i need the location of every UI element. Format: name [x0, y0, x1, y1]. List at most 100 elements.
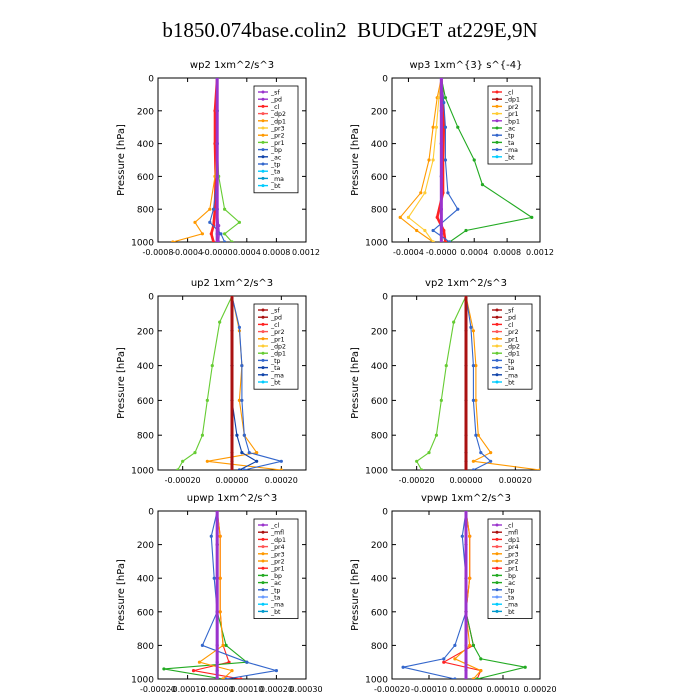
y-tick-label: 800	[137, 206, 154, 216]
legend-marker	[261, 588, 265, 592]
y-tick-label: 200	[371, 107, 388, 117]
legend-marker	[261, 366, 265, 370]
legend-marker	[495, 90, 499, 94]
legend-marker	[261, 90, 265, 94]
legend-marker	[495, 530, 499, 534]
legend-marker	[261, 119, 265, 123]
series-point	[239, 677, 243, 679]
legend-entry: _cl	[270, 104, 279, 111]
legend-entry: _pr2	[270, 559, 285, 566]
y-tick-label: 200	[137, 107, 154, 117]
legend-marker	[261, 552, 265, 556]
legend-entry: _ta	[504, 595, 515, 602]
legend-marker	[261, 169, 265, 173]
legend-marker	[495, 330, 499, 334]
series-point	[237, 220, 241, 224]
legend-marker	[261, 581, 265, 585]
y-tick-label: 1000	[365, 239, 388, 249]
series-point	[255, 451, 259, 455]
series-point	[427, 451, 431, 455]
series-point	[223, 232, 227, 236]
series-point	[227, 660, 231, 664]
legend-marker	[261, 380, 265, 384]
series-point	[218, 576, 222, 580]
y-axis-label: Pressure [hPa]	[116, 347, 127, 419]
legend-marker	[495, 523, 499, 527]
series-point	[223, 207, 227, 211]
legend-marker	[495, 119, 499, 123]
series-point	[191, 669, 196, 673]
legend-entry: _pr1	[270, 566, 285, 573]
legend-entry: _dp1	[270, 351, 286, 358]
series-point	[176, 468, 180, 470]
series-point	[471, 643, 475, 648]
series-point	[223, 240, 227, 242]
legend-entry: _pr4	[270, 544, 285, 551]
series-point	[479, 451, 483, 455]
series-point	[444, 364, 448, 368]
legend-entry: _dp2	[270, 111, 286, 118]
x-tick-label: 0.0008	[262, 248, 290, 257]
legend-entry: _mfl	[504, 530, 518, 537]
series-point	[240, 398, 244, 402]
chart-title: wp3 1xm^{3} s^{-4}	[409, 60, 522, 71]
series-point	[452, 320, 456, 324]
y-tick-label: 1000	[131, 239, 154, 249]
legend-entry: _cl	[504, 90, 513, 97]
legend-entry: _pd	[270, 97, 282, 104]
y-tick-label: 600	[137, 608, 154, 618]
legend-entry: _ma	[270, 602, 284, 609]
legend-entry: _pr2	[504, 329, 519, 336]
series-point	[247, 451, 251, 455]
series-line-dp1	[177, 296, 233, 470]
legend-marker	[495, 380, 499, 384]
legend-entry: _bp	[504, 573, 516, 580]
y-axis-label: Pressure [hPa]	[350, 124, 361, 196]
series-point	[442, 660, 446, 664]
legend-entry: _pr4	[504, 544, 519, 551]
y-tick-label: 600	[371, 397, 388, 407]
x-tick-label: 0.00010	[230, 685, 263, 694]
series-point	[415, 459, 419, 463]
series-point	[431, 125, 435, 129]
legend-entry: _ac	[270, 154, 282, 161]
legend-marker	[261, 559, 265, 563]
legend-entry: _pr3	[270, 126, 285, 133]
legend-marker	[495, 308, 499, 312]
chart-panel-4: vp2 1xm^2/s^3 Pressure [hPa] 0 200 400 600 800…	[350, 278, 541, 485]
series-point	[193, 451, 197, 455]
x-tick-label: 0.00010	[486, 685, 519, 694]
series-point	[489, 459, 493, 463]
legend-marker	[261, 97, 265, 101]
legend-marker	[261, 140, 265, 144]
series-point	[468, 576, 472, 580]
series-point	[209, 534, 213, 538]
chart-title: vp2 1xm^2/s^3	[425, 278, 507, 289]
x-tick-label: -0.00010	[411, 685, 447, 694]
chart-title: wp2 1xm^2/s^3	[190, 60, 274, 71]
legend-marker	[261, 595, 265, 599]
y-axis-label: Pressure [hPa]	[350, 559, 361, 631]
series-point	[431, 158, 435, 162]
legend-marker	[495, 97, 499, 101]
series-point	[200, 232, 204, 236]
series-point	[453, 677, 457, 679]
series-point	[468, 534, 472, 538]
series-point	[446, 191, 450, 195]
y-tick-label: 400	[137, 362, 154, 372]
legend-marker	[495, 351, 499, 355]
y-tick-label: 600	[137, 173, 154, 183]
series-point	[398, 215, 402, 219]
legend-entry: _pr1	[270, 336, 285, 343]
series-point	[443, 158, 448, 162]
series-line-pr2	[399, 78, 442, 242]
legend-marker	[495, 140, 499, 144]
y-tick-label: 800	[137, 642, 154, 652]
x-tick-label: -0.0000	[202, 248, 233, 257]
legend-marker	[495, 609, 499, 613]
series-line-pr2	[453, 511, 482, 679]
series-point	[240, 451, 244, 455]
legend-entry: _pr3	[504, 551, 519, 558]
series-point	[208, 207, 212, 211]
legend-marker	[261, 155, 265, 159]
